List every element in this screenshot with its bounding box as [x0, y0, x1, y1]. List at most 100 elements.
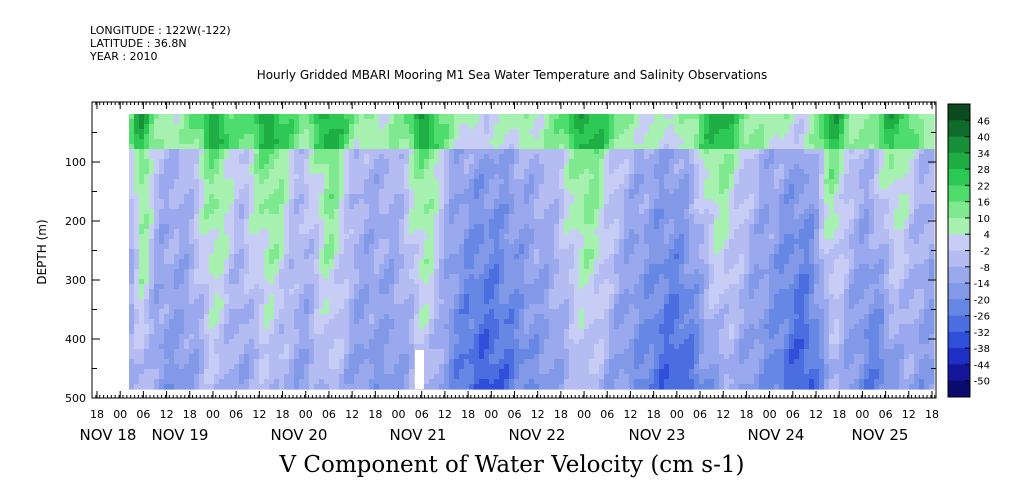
heatmap-cell	[184, 159, 190, 165]
heatmap-cell	[164, 184, 170, 190]
heatmap-cell	[144, 219, 150, 225]
heatmap-cell	[159, 179, 165, 185]
heatmap-cell	[169, 184, 175, 190]
heatmap-cell	[709, 249, 715, 255]
heatmap-cell	[509, 119, 515, 125]
heatmap-cell	[489, 179, 495, 185]
heatmap-cell	[154, 159, 160, 165]
heatmap-cell	[774, 264, 780, 270]
heatmap-cell	[689, 179, 695, 185]
heatmap-cell	[399, 219, 405, 225]
heatmap-cell	[369, 179, 375, 185]
heatmap-cell	[794, 199, 800, 205]
heatmap-cell	[634, 144, 640, 150]
heatmap-cell	[154, 244, 160, 250]
heatmap-cell	[734, 199, 740, 205]
heatmap-cell	[579, 129, 585, 135]
heatmap-cell	[689, 174, 695, 180]
heatmap-cell	[684, 164, 690, 170]
heatmap-cell	[439, 129, 445, 135]
heatmap-cell	[609, 144, 615, 150]
heatmap-cell	[419, 209, 425, 215]
heatmap-cell	[409, 209, 415, 215]
heatmap-cell	[874, 129, 880, 135]
heatmap-cell	[469, 169, 475, 175]
heatmap-cell	[369, 249, 375, 255]
heatmap-cell	[344, 174, 350, 180]
heatmap-cell	[489, 119, 495, 125]
heatmap-cell	[739, 239, 745, 245]
heatmap-cell	[659, 199, 665, 205]
heatmap-cell	[899, 244, 905, 250]
heatmap-cell	[379, 209, 385, 215]
heatmap-cell	[554, 224, 560, 230]
heatmap-cell	[884, 249, 890, 255]
heatmap-cell	[394, 174, 400, 180]
heatmap-cell	[689, 149, 695, 155]
heatmap-cell	[404, 164, 410, 170]
heatmap-cell	[859, 234, 865, 240]
heatmap-cell	[394, 144, 400, 150]
heatmap-cell	[179, 264, 185, 270]
heatmap-cell	[169, 264, 175, 270]
heatmap-cell	[609, 119, 615, 125]
heatmap-cell	[649, 139, 655, 145]
heatmap-cell	[834, 204, 840, 210]
heatmap-cell	[789, 194, 795, 200]
heatmap-cell	[454, 134, 460, 140]
heatmap-cell	[689, 154, 695, 160]
heatmap-cell	[179, 244, 185, 250]
heatmap-cell	[249, 244, 255, 250]
heatmap-cell	[539, 234, 545, 240]
heatmap-cell	[229, 149, 235, 155]
heatmap-cell	[819, 119, 825, 125]
heatmap-cell	[139, 174, 145, 180]
heatmap-cell	[699, 129, 705, 135]
heatmap-cell	[839, 129, 845, 135]
heatmap-cell	[334, 119, 340, 125]
heatmap-cell	[849, 114, 855, 120]
heatmap-cell	[174, 229, 180, 235]
heatmap-cell	[319, 244, 325, 250]
heatmap-cell	[144, 254, 150, 260]
heatmap-cell	[709, 219, 715, 225]
heatmap-cell	[594, 139, 600, 145]
heatmap-cell	[264, 254, 270, 260]
heatmap-cell	[174, 264, 180, 270]
heatmap-cell	[804, 209, 810, 215]
heatmap-cell	[549, 119, 555, 125]
heatmap-cell	[904, 174, 910, 180]
heatmap-cell	[884, 139, 890, 145]
heatmap-cell	[774, 199, 780, 205]
heatmap-cell	[294, 199, 300, 205]
heatmap-cell	[629, 119, 635, 125]
heatmap-cell	[714, 159, 720, 165]
heatmap-cell	[744, 254, 750, 260]
heatmap-cell	[519, 264, 525, 270]
heatmap-cell	[429, 249, 435, 255]
heatmap-cell	[369, 229, 375, 235]
heatmap-cell	[139, 119, 145, 125]
heatmap-cell	[474, 149, 480, 155]
heatmap-cell	[879, 239, 885, 245]
heatmap-cell	[609, 254, 615, 260]
heatmap-cell	[659, 164, 665, 170]
heatmap-cell	[474, 224, 480, 230]
heatmap-cell	[319, 239, 325, 245]
heatmap-cell	[759, 124, 765, 130]
heatmap-cell	[839, 239, 845, 245]
heatmap-cell	[759, 254, 765, 260]
heatmap-cell	[704, 139, 710, 145]
heatmap-cell	[584, 249, 590, 255]
heatmap-cell	[789, 114, 795, 120]
heatmap-cell	[144, 224, 150, 230]
heatmap-cell	[419, 134, 425, 140]
heatmap-cell	[914, 224, 920, 230]
heatmap-cell	[869, 239, 875, 245]
heatmap-cell	[199, 149, 205, 155]
heatmap-cell	[224, 234, 230, 240]
heatmap-cell	[454, 239, 460, 245]
heatmap-cell	[534, 219, 540, 225]
heatmap-cell	[624, 164, 630, 170]
heatmap-cell	[379, 184, 385, 190]
